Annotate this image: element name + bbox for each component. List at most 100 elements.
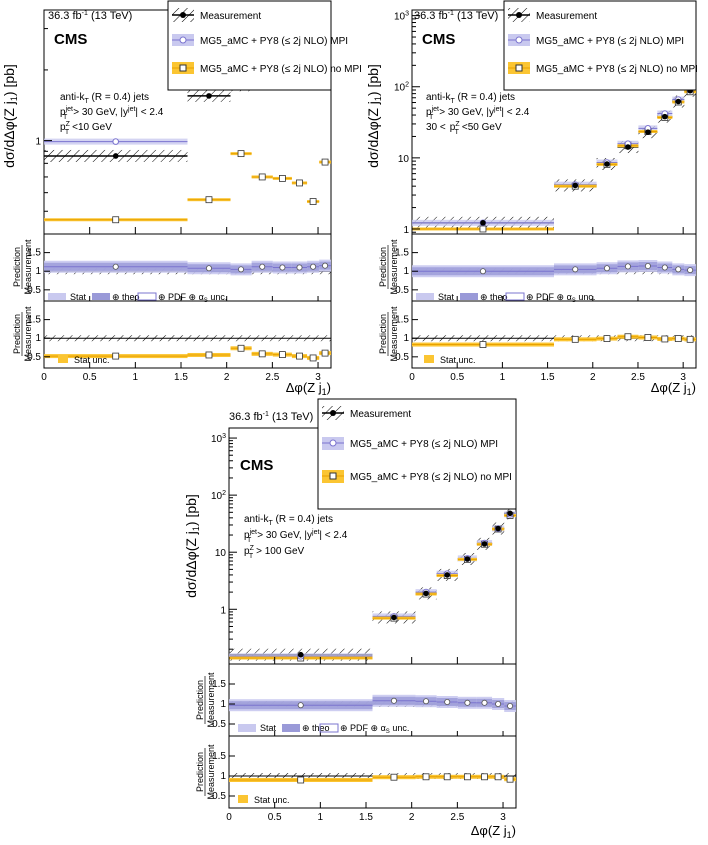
svg-text:⊕ PDF ⊕ αS unc.: ⊕ PDF ⊕ αS unc. [526, 292, 595, 304]
measurement-point [464, 556, 471, 562]
tick-exponent: 2 [222, 490, 226, 497]
measurement-point [675, 98, 682, 105]
ratio-nompi-point [506, 775, 514, 783]
measurement-point [391, 614, 397, 621]
legend-measurement-marker [180, 12, 186, 18]
ratio-mpi-label-den: Measurement [23, 239, 33, 295]
measurement-point [662, 113, 668, 120]
ratio-mpi-point [481, 699, 488, 706]
main-y-tick-label: 1 [35, 137, 41, 148]
ratio-nompi-point [624, 333, 632, 341]
ratio-y-tick-label: 0.5 [27, 285, 41, 296]
svg-text:⊕ PDF ⊕ αS unc.: ⊕ PDF ⊕ αS unc. [158, 292, 227, 304]
cms-logo-text: CMS [240, 457, 273, 474]
ratio-nompi-point [321, 349, 329, 357]
x-tick-label: 1.5 [174, 372, 188, 383]
chart-panel-low-ptz: 0.511.50.511.510 0.5 1 1.5 2 2.5 3 36.3 fb-1 (… [1, 0, 362, 397]
chart-marks [44, 45, 331, 362]
ratio-y-tick-label: 1.5 [27, 315, 41, 326]
ratio-nompi-point [479, 341, 487, 348]
ptz-cut-label: pZ T > 100 GeV [244, 545, 305, 560]
legend-mpi-label: MG5_aMC + PY8 (≤ 2j NLO) MPI [350, 439, 498, 450]
ratio-y-tick-label: 0.5 [212, 719, 226, 730]
ratio-y-tick-label: 1.5 [395, 248, 409, 259]
x-tick-label: 2.5 [265, 372, 279, 383]
ratio-nompi-point [279, 351, 286, 359]
ratio-mpi-point [238, 266, 245, 273]
x-tick-label: 0 [226, 812, 232, 823]
ratio-nompi-frame [43, 300, 332, 369]
unc-legend: Stat ⊕ theo ⊕ PDF ⊕ αS unc. [238, 723, 409, 735]
ratio-nompi-point [481, 773, 488, 781]
cms-logo-text: CMS [54, 31, 87, 48]
x-tick-label: 1 [500, 372, 506, 383]
svg-text:Stat: Stat [438, 292, 455, 302]
ratio-mpi-point [507, 703, 514, 710]
mpi-point [112, 138, 120, 145]
nompi-point [258, 173, 266, 181]
chart-axes: 0.511.50.511.510 0.5 1 1.5 2 2.5 3 [27, 28, 321, 383]
ratio-nompi-point [686, 335, 694, 343]
ratio-nompi-label-den: Measurement [389, 306, 399, 362]
jet-cut-label: pjet T > 30 GeV, |yjet| < 2.4 [60, 106, 164, 121]
x-axis-label: Δφ(Z j1) [286, 380, 331, 397]
measurement-point [206, 93, 212, 99]
legend-nompi-label: MG5_aMC + PY8 (≤ 2j NLO) no MPI [200, 64, 362, 75]
legend-frame [503, 0, 697, 91]
ratio-mpi-point [644, 263, 651, 270]
x-axis-label: Δφ(Z j1) [471, 823, 516, 840]
nompi-point [237, 150, 245, 158]
ratio-mpi-point [661, 264, 668, 271]
ratio-mpi-point [112, 263, 119, 270]
ratio-y-tick-label: 0.5 [27, 352, 41, 363]
stat-unc-legend: Stat unc. [424, 355, 476, 365]
x-tick-label: 3 [680, 372, 686, 383]
legend-mpi-label: MG5_aMC + PY8 (≤ 2j NLO) MPI [200, 36, 348, 47]
ratio-mpi-point [687, 267, 694, 274]
x-tick-label: 2 [409, 812, 415, 823]
ratio-mpi-point [259, 263, 266, 270]
x-tick-label: 2 [224, 372, 230, 383]
tick-exponent: 3 [222, 433, 226, 440]
main-y-tick-label: 1 [220, 605, 226, 616]
ratio-mpi-point [310, 263, 317, 270]
main-y-tick-label: 10 [215, 548, 227, 559]
legend: Measurement MG5_aMC + PY8 (≤ 2j NLO) MPI… [503, 0, 698, 91]
legend-measurement-label: Measurement [536, 11, 597, 22]
jet-cut-label: pjet T > 30 GeV, |yjet| < 2.4 [426, 106, 530, 121]
ratio-nompi-frame [228, 735, 517, 809]
ratio-y-tick-label: 1 [220, 771, 226, 782]
x-tick-label: 1 [133, 372, 139, 383]
ratio-mpi-point [296, 264, 303, 271]
ratio-mpi-label-den: Measurement [206, 672, 216, 728]
measurement-point [604, 161, 610, 167]
y-axis-label: dσ/dΔφ(Z j1) [pb] [1, 64, 19, 168]
legend-measurement-label: Measurement [350, 409, 411, 420]
nompi-point [309, 198, 317, 205]
ratio-mpi-point [495, 701, 502, 708]
svg-text:⊕ theo: ⊕ theo [112, 292, 140, 302]
ratio-nompi-point [112, 352, 120, 360]
measurement-point [481, 541, 488, 547]
svg-text:Stat unc.: Stat unc. [74, 355, 110, 365]
ratio-mpi-label-num: Prediction [195, 680, 205, 720]
legend-mpi-label: MG5_aMC + PY8 (≤ 2j NLO) MPI [536, 36, 684, 47]
legend-frame [317, 398, 517, 510]
ptz-cut-label: pZ T <10 GeV [60, 121, 112, 136]
chart-marks [229, 507, 516, 784]
svg-text:Stat: Stat [70, 292, 87, 302]
x-tick-label: 2.5 [631, 372, 645, 383]
ratio-y-tick-label: 1 [403, 266, 409, 277]
ratio-nompi-point [422, 773, 430, 781]
ratio-nompi-point [443, 773, 451, 781]
ratio-mpi-point [675, 266, 682, 273]
ratio-y-tick-label: 1.5 [212, 679, 226, 690]
jet-cut-label: pjet T > 30 GeV, |yjet| < 2.4 [244, 529, 348, 544]
nompi-point [112, 216, 120, 224]
y-axis-label: dσ/dΔφ(Z j1) [pb] [183, 494, 201, 598]
ratio-nompi-label-den: Measurement [206, 744, 216, 800]
x-tick-label: 1 [318, 812, 324, 823]
x-tick-label: 0.5 [83, 372, 97, 383]
svg-text:Stat: Stat [260, 723, 277, 733]
measurement-point [297, 651, 304, 658]
